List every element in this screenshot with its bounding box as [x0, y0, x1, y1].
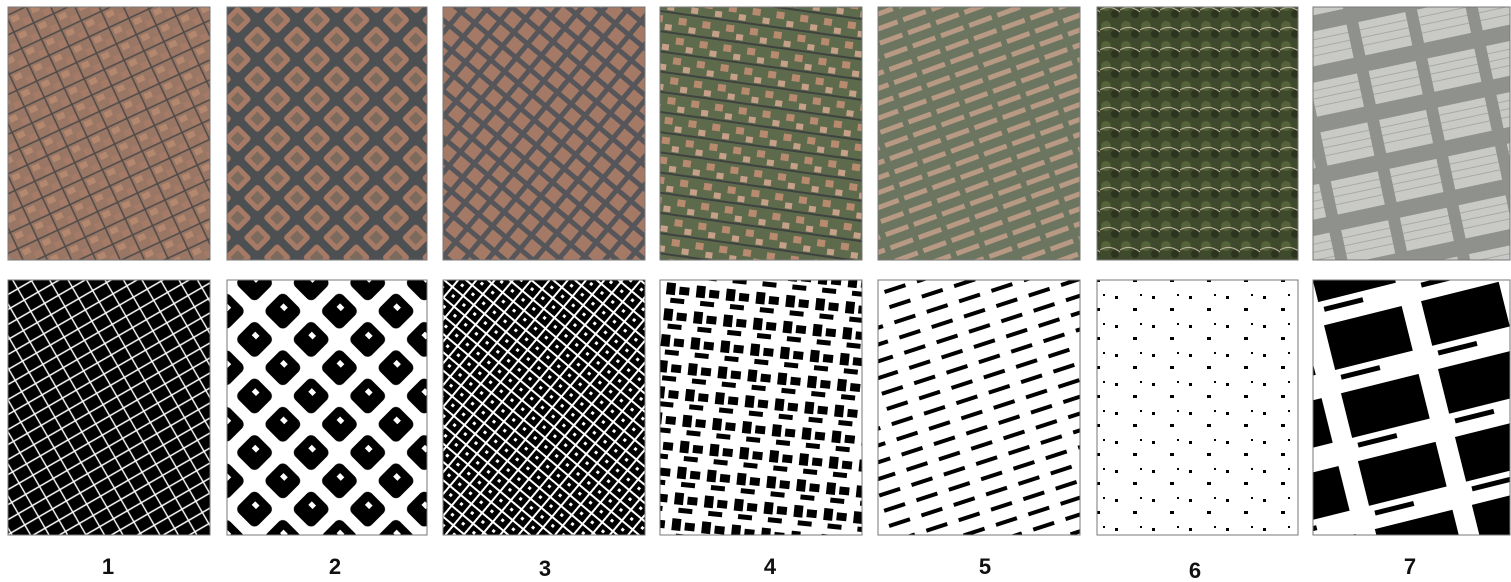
panel-label: 6	[1189, 558, 1201, 582]
aerial-photo	[877, 6, 1081, 261]
figure-ground-map	[442, 279, 646, 536]
panel-label: 3	[539, 556, 551, 581]
panels	[7, 6, 1511, 536]
aerial-photo	[1312, 6, 1511, 261]
figure-ground-map	[659, 279, 863, 536]
aerial-photo	[226, 6, 428, 261]
figure-ground-map	[1312, 279, 1511, 536]
aerial-photo	[442, 6, 646, 261]
figure-ground-map	[877, 279, 1081, 536]
aerial-photo	[659, 6, 863, 261]
aerial-photo	[7, 6, 211, 261]
aerial-photo	[1096, 6, 1299, 261]
panel-label: 2	[329, 554, 341, 579]
panel-label: 5	[979, 554, 991, 579]
panel-label: 4	[764, 554, 777, 579]
panel-label: 1	[102, 554, 114, 579]
figure-ground-map	[7, 279, 211, 536]
figure-ground-map	[1096, 279, 1299, 536]
panel-label: 7	[1404, 554, 1416, 579]
figure-ground-map	[226, 279, 428, 536]
